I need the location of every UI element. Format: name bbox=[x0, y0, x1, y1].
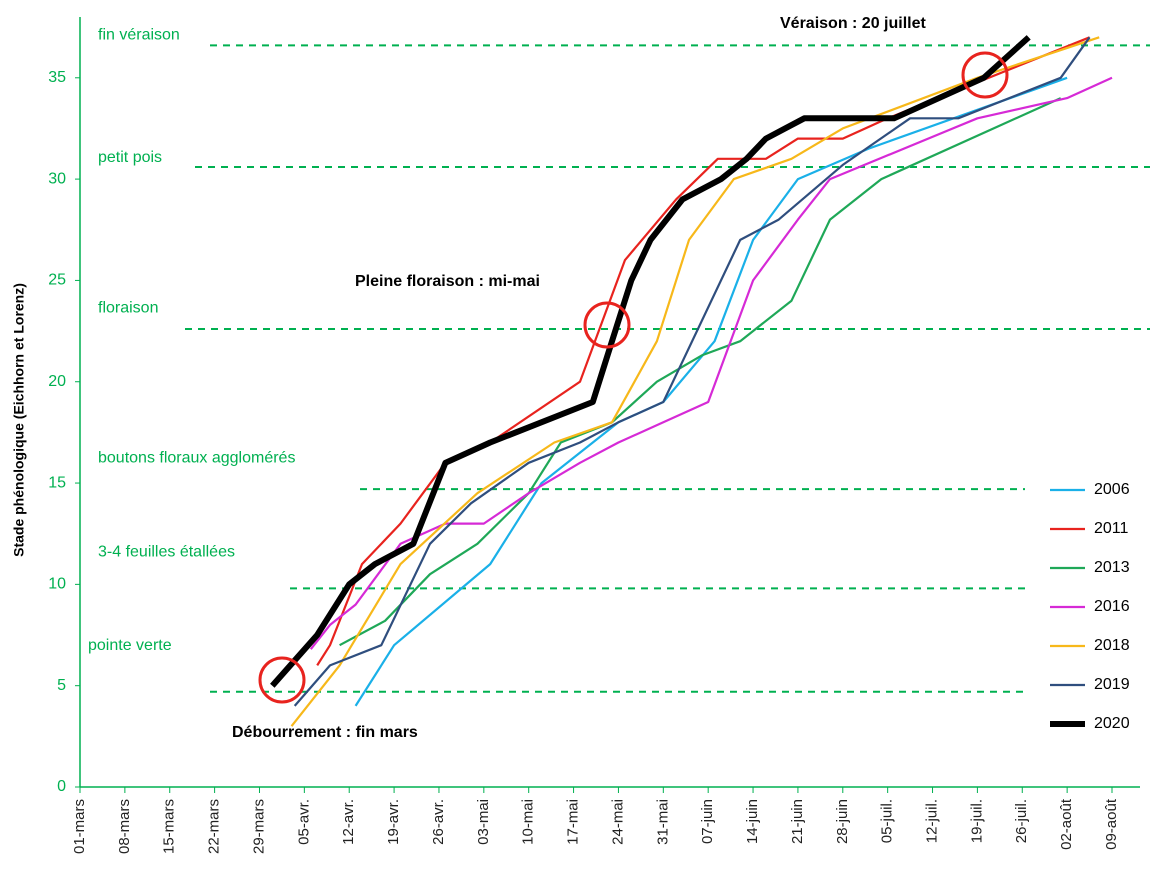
x-tick-label: 07-juin bbox=[699, 799, 716, 844]
x-tick-label: 26-juil. bbox=[1013, 799, 1030, 843]
x-tick-label: 29-mars bbox=[250, 799, 267, 854]
series-line bbox=[339, 97, 1062, 647]
y-tick-label: 30 bbox=[48, 170, 66, 187]
x-tick-label: 24-mai bbox=[609, 799, 626, 845]
x-tick-label: 01-mars bbox=[71, 799, 88, 854]
x-tick-label: 19-juil. bbox=[968, 799, 985, 843]
reference-label: 3-4 feuilles étallées bbox=[98, 544, 235, 561]
reference-label: boutons floraux agglomérés bbox=[98, 449, 295, 466]
x-tick-label: 08-mars bbox=[116, 799, 133, 854]
x-tick-label: 12-juil. bbox=[923, 799, 940, 843]
series-line bbox=[270, 35, 1031, 688]
reference-label: fin véraison bbox=[98, 27, 180, 44]
y-tick-label: 5 bbox=[57, 677, 66, 694]
y-tick-label: 25 bbox=[48, 272, 66, 289]
y-tick-label: 0 bbox=[57, 778, 66, 795]
x-tick-label: 05-avr. bbox=[295, 799, 312, 845]
legend-label: 2018 bbox=[1094, 637, 1130, 654]
x-tick-label: 10-mai bbox=[520, 799, 537, 845]
legend-label: 2006 bbox=[1094, 481, 1130, 498]
y-tick-label: 35 bbox=[48, 69, 66, 86]
highlight-circle bbox=[961, 51, 1009, 99]
x-tick-label: 28-juin bbox=[834, 799, 851, 844]
legend-label: 2011 bbox=[1094, 520, 1129, 537]
x-tick-label: 26-avr. bbox=[430, 799, 447, 845]
annotation: Véraison : 20 juillet bbox=[780, 15, 927, 32]
reference-label: petit pois bbox=[98, 149, 162, 166]
x-tick-label: 14-juin bbox=[744, 799, 761, 844]
y-axis-label: Stade phénologique (Eichhorn et Lorenz) bbox=[11, 283, 27, 557]
legend-label: 2020 bbox=[1094, 715, 1130, 732]
legend-label: 2016 bbox=[1094, 598, 1130, 615]
x-tick-label: 19-avr. bbox=[385, 799, 402, 845]
highlight-circle bbox=[258, 656, 306, 704]
x-tick-label: 12-avr. bbox=[340, 799, 357, 845]
legend-label: 2019 bbox=[1094, 676, 1130, 693]
annotation: Pleine floraison : mi-mai bbox=[355, 273, 540, 290]
x-tick-label: 31-mai bbox=[654, 799, 671, 845]
y-tick-label: 20 bbox=[48, 373, 66, 390]
x-tick-label: 05-juil. bbox=[879, 799, 896, 843]
reference-label: pointe verte bbox=[88, 637, 172, 654]
annotation: Débourrement : fin mars bbox=[232, 724, 418, 741]
x-tick-label: 15-mars bbox=[161, 799, 178, 854]
y-tick-label: 10 bbox=[48, 576, 66, 593]
series-line bbox=[293, 36, 1091, 707]
series-line bbox=[290, 36, 1100, 727]
highlight-circle bbox=[583, 301, 631, 349]
x-tick-label: 03-mai bbox=[475, 799, 492, 845]
x-tick-label: 17-mai bbox=[565, 799, 582, 845]
legend-label: 2013 bbox=[1094, 559, 1130, 576]
x-tick-label: 21-juin bbox=[789, 799, 806, 844]
x-tick-label: 22-mars bbox=[206, 799, 223, 854]
reference-label: floraison bbox=[98, 299, 158, 316]
x-tick-label: 02-août bbox=[1058, 798, 1075, 850]
x-tick-label: 09-août bbox=[1103, 798, 1120, 850]
y-tick-label: 15 bbox=[48, 474, 66, 491]
series-line bbox=[309, 76, 1113, 650]
series-line bbox=[316, 36, 1091, 666]
